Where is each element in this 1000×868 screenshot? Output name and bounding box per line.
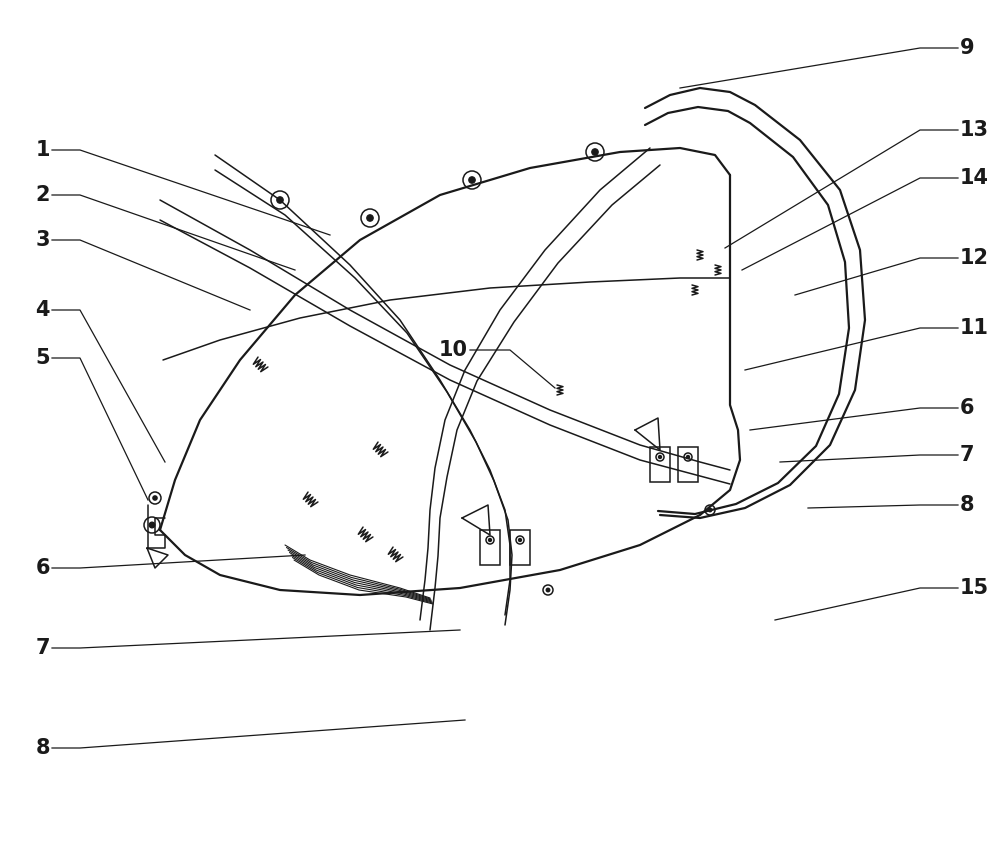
Circle shape — [488, 538, 492, 542]
Text: 6: 6 — [36, 558, 50, 578]
Text: 2: 2 — [36, 185, 50, 205]
Circle shape — [149, 523, 155, 528]
Bar — [678, 447, 698, 482]
Text: 5: 5 — [35, 348, 50, 368]
Text: 9: 9 — [960, 38, 975, 58]
Circle shape — [546, 589, 550, 592]
Text: 8: 8 — [960, 495, 974, 515]
Circle shape — [277, 197, 283, 203]
Text: 3: 3 — [36, 230, 50, 250]
Text: 8: 8 — [36, 738, 50, 758]
Circle shape — [153, 496, 157, 500]
Circle shape — [469, 177, 475, 183]
Text: 12: 12 — [960, 248, 989, 268]
Circle shape — [686, 456, 690, 458]
Text: 13: 13 — [960, 120, 989, 140]
Text: 11: 11 — [960, 318, 989, 338]
Bar — [510, 530, 530, 565]
Circle shape — [592, 148, 598, 155]
Text: 7: 7 — [960, 445, 974, 465]
Text: 15: 15 — [960, 578, 989, 598]
Bar — [650, 447, 670, 482]
Text: 1: 1 — [36, 140, 50, 160]
Text: 14: 14 — [960, 168, 989, 188]
Text: 6: 6 — [960, 398, 974, 418]
Text: 7: 7 — [36, 638, 50, 658]
Circle shape — [367, 215, 373, 221]
Circle shape — [658, 456, 662, 458]
Circle shape — [708, 509, 712, 512]
Text: 10: 10 — [439, 340, 468, 360]
Circle shape — [518, 538, 522, 542]
Bar — [480, 530, 500, 565]
Text: 4: 4 — [36, 300, 50, 320]
